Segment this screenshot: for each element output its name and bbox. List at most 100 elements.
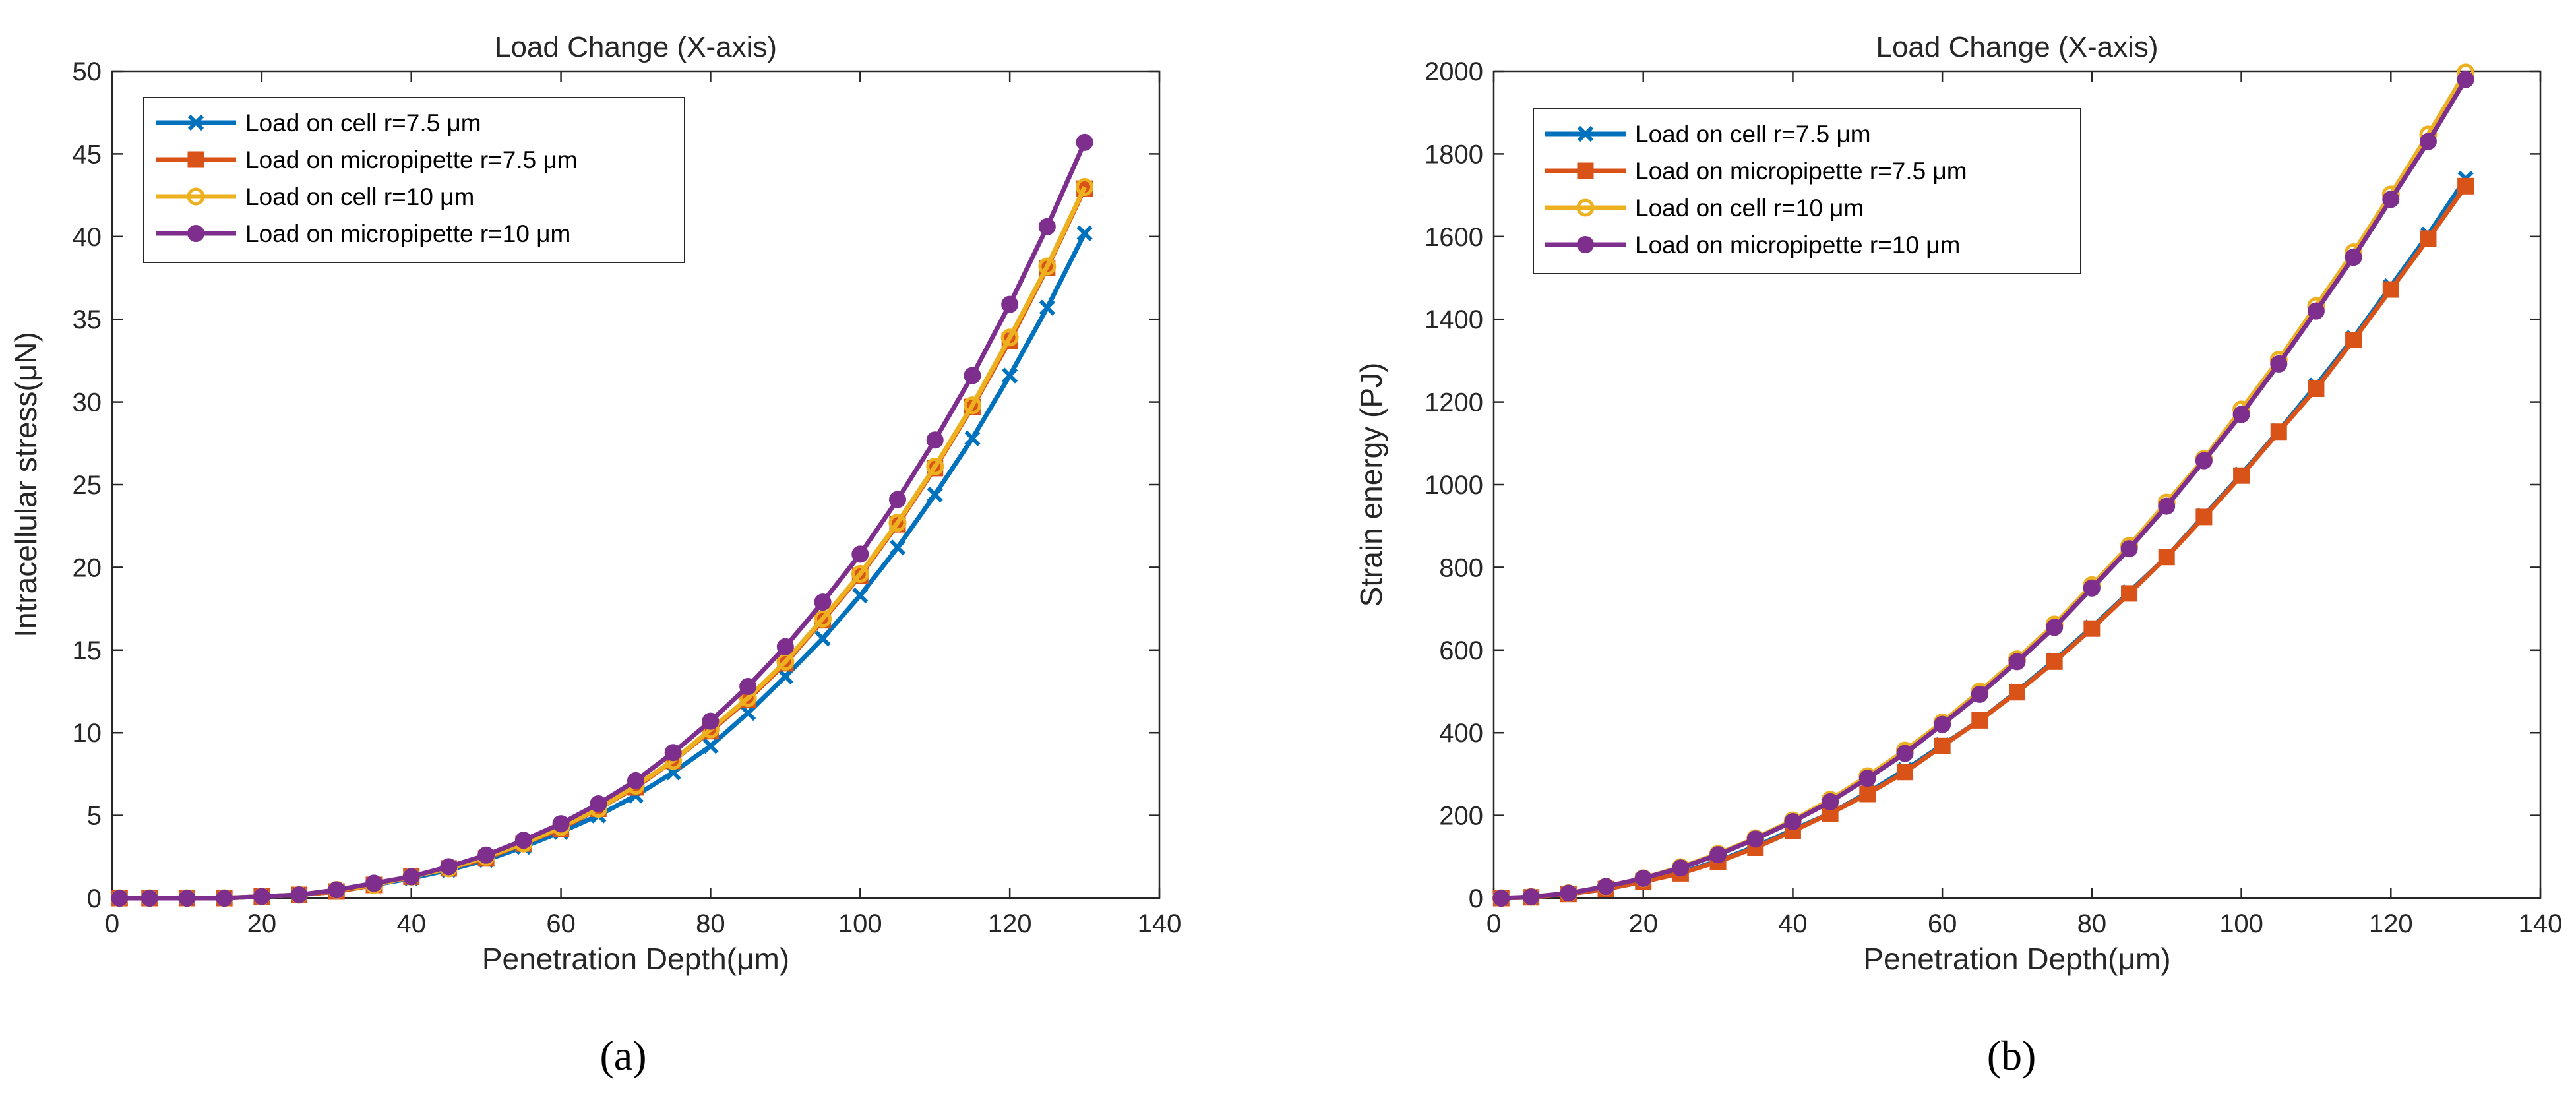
legend-marker [1577,162,1594,179]
data-point [927,486,943,503]
data-point [552,815,570,833]
data-point [1038,218,1056,235]
data-point [1038,257,1057,276]
data-point [2270,423,2287,441]
x-tick-label: 20 [247,909,277,938]
data-point [889,491,906,508]
data-point [2046,619,2064,636]
chart-strain-energy: Load Change (X-axis)0 20 40 60 80 100 120 14002… [1354,31,2562,976]
x-tick-label: 60 [546,909,576,938]
y-tick-label: 200 [1439,802,1483,831]
data-point [365,874,383,892]
data-point [926,457,944,475]
data-point [1934,737,1951,754]
data-point [1822,793,1839,810]
legend-marker [187,187,205,206]
data-point [2420,230,2437,247]
y-tick-label: 2000 [1425,57,1483,86]
y-tick-label: 25 [73,471,102,500]
data-point [1859,785,1876,803]
x-tick-label: 20 [1628,909,1658,938]
y-tick-label: 1000 [1425,471,1483,500]
data-point [1971,712,1988,729]
data-point [2120,540,2138,558]
data-point [2158,549,2175,566]
data-point [477,846,495,864]
data-point [1000,328,1019,347]
x-tick-label: 120 [2369,909,2413,938]
data-point [2382,191,2400,208]
data-point [111,890,129,907]
data-point [2457,71,2474,88]
data-point [964,430,981,446]
legend-label: Load on micropipette r=10 μm [1635,231,1960,258]
legend-label: Load on cell r=7.5 μm [1635,121,1871,148]
y-tick-label: 10 [73,719,102,748]
chart-title: Load Change (X-axis) [495,31,777,63]
data-point [2307,302,2325,320]
legend-marker [187,151,204,168]
data-point [2233,467,2250,484]
data-point [2270,355,2288,373]
x-tick-label: 120 [988,909,1032,938]
data-point [253,888,270,905]
data-point [1492,890,1510,907]
data-point [889,539,906,556]
data-point [739,677,757,695]
data-point [1934,715,1951,733]
y-tick-label: 1600 [1425,223,1483,252]
data-point [290,886,308,903]
data-point [178,890,196,907]
data-point [328,881,346,899]
x-axis-label: Penetration Depth(μm) [1863,942,2170,976]
data-point [1896,764,1913,781]
legend: Load on cell r=7.5 μm Load on micropipett… [1533,108,2081,274]
y-tick-label: 40 [73,223,102,252]
legend-label: Load on cell r=10 μm [245,183,474,210]
legend: Load on cell r=7.5 μm Load on micropipett… [143,97,685,263]
data-point [1076,133,1093,151]
x-tick-label: 140 [2519,909,2563,938]
data-point [740,704,756,721]
panel-label-a: (a) [599,1032,646,1079]
data-point [888,514,907,532]
x-tick-label: 100 [2219,909,2263,938]
data-point [964,367,981,384]
x-tick-label: 0 [1487,909,1501,938]
data-point [702,738,719,754]
data-point [2158,497,2176,515]
legend-marker [1577,125,1594,142]
x-tick-label: 60 [1928,909,1957,938]
data-point [776,638,794,655]
data-point [702,712,720,730]
y-tick-label: 15 [73,636,102,665]
data-point [851,564,869,583]
data-point [514,832,532,849]
data-point [926,431,944,449]
data-point [1971,685,1988,703]
x-tick-label: 80 [696,909,725,938]
data-point [2195,508,2213,526]
data-point [1896,745,1914,762]
y-tick-label: 35 [73,305,102,334]
data-point [2008,653,2026,671]
legend-label: Load on cell r=7.5 μm [245,109,481,137]
y-tick-label: 30 [73,388,102,417]
data-point [140,890,158,907]
data-point [2009,684,2025,701]
data-point [2083,579,2101,597]
data-point [1039,299,1055,316]
y-tick-label: 5 [87,802,102,831]
chart-intracellular-stress: Load Change (X-axis) 0 20 40 60 80 100 120 140 0 5… [9,31,1181,976]
chart-title: Load Change (X-axis) [1876,31,2158,63]
data-point [2457,177,2474,195]
legend-marker [187,225,204,242]
legend-label: Load on micropipette r=10 μm [245,220,570,247]
data-point [852,587,869,604]
data-point [402,868,420,886]
data-point [2121,585,2138,602]
y-axis-label: Strain energy (PJ) [1354,363,1388,607]
data-point [2083,620,2101,637]
legend-marker [1577,236,1594,253]
